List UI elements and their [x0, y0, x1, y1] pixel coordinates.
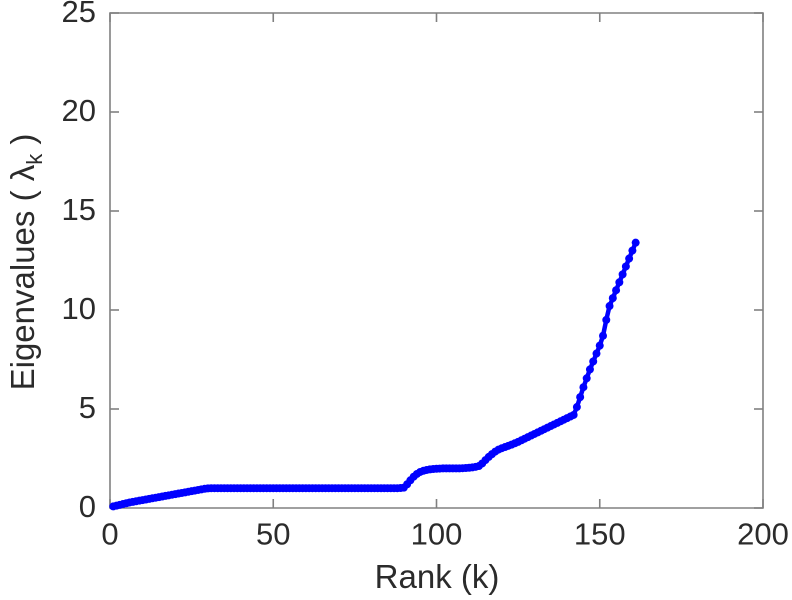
x-axis-title: Rank (k): [375, 558, 500, 595]
data-point-marker: [572, 403, 581, 412]
y-axis-title-close: ): [4, 134, 41, 154]
axes-frame: [109, 12, 764, 509]
data-point-marker: [608, 294, 617, 303]
data-point-marker: [605, 302, 614, 311]
data-point-marker: [585, 365, 594, 374]
y-axis-tick-labels: 0 5 10 15 20 25: [62, 0, 96, 524]
y-axis-title-text: Eigenvalues ( λk ): [4, 134, 47, 391]
data-series-group: [109, 238, 640, 511]
series-line-eigenvalues: [111, 240, 638, 509]
y-tick-label: 20: [62, 93, 96, 128]
y-axis-ticks: [110, 12, 763, 509]
axes-box-path: [109, 12, 764, 509]
y-tick-label: 0: [79, 489, 96, 524]
x-tick-label: 0: [101, 516, 118, 551]
y-tick-label: 10: [62, 291, 96, 326]
data-point-marker: [625, 254, 634, 263]
data-point-marker: [589, 357, 598, 366]
x-tick-label: 200: [737, 516, 789, 551]
data-point-marker: [569, 410, 578, 419]
y-tick-label: 5: [79, 390, 96, 425]
y-tick-label: 25: [62, 0, 96, 29]
data-point-marker: [579, 383, 588, 392]
y-tick-label: 15: [62, 192, 96, 227]
lambda-symbol: λ: [4, 164, 41, 181]
data-point-marker: [576, 393, 585, 402]
data-point-marker: [582, 374, 591, 383]
data-point-marker: [602, 315, 611, 324]
data-point-marker: [595, 341, 604, 350]
x-axis-tick-labels: 0 50 100 150 200: [101, 516, 788, 551]
data-point-marker: [631, 238, 640, 247]
y-axis-title: Eigenvalues ( λk ): [4, 134, 47, 391]
x-tick-label: 100: [411, 516, 463, 551]
x-tick-label: 150: [574, 516, 626, 551]
x-tick-label: 50: [256, 516, 290, 551]
data-point-marker: [618, 270, 627, 279]
data-point-marker: [599, 331, 608, 340]
x-axis-ticks: [109, 13, 764, 508]
y-axis-title-main: Eigenvalues (: [4, 181, 41, 390]
y-axis-title-subscript: k: [22, 153, 47, 165]
data-point-marker: [612, 286, 621, 295]
data-point-marker: [592, 349, 601, 358]
data-point-marker: [628, 246, 637, 255]
data-point-marker: [621, 262, 630, 271]
data-point-marker: [615, 278, 624, 287]
